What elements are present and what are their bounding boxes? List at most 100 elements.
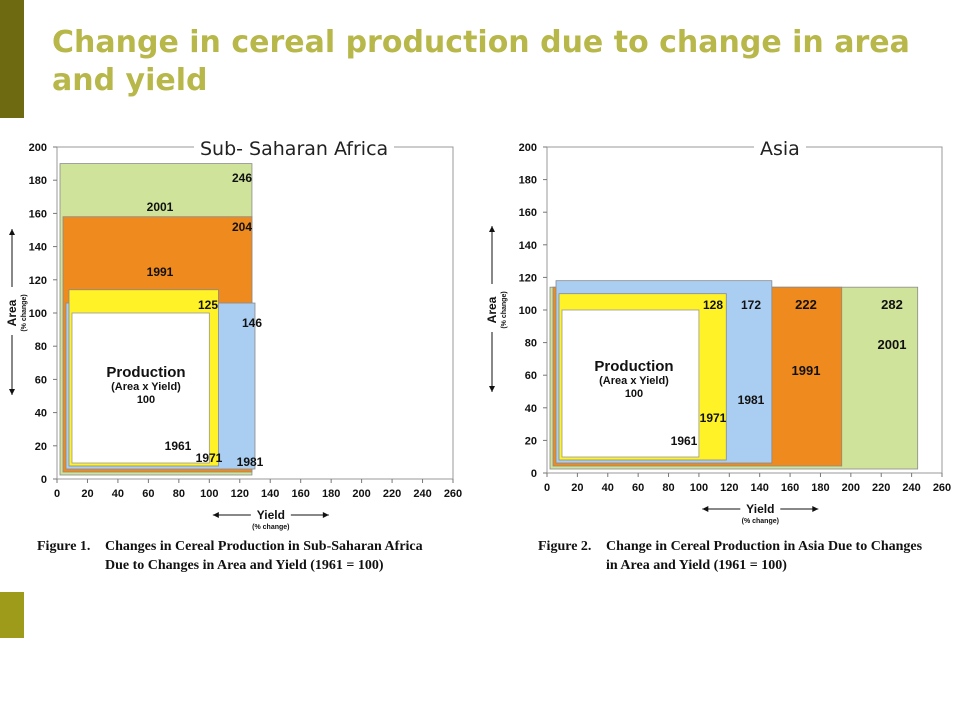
y-arrow-up-head bbox=[489, 226, 495, 232]
x-tick-label: 160 bbox=[781, 482, 799, 494]
chart-asia: 2001 282 1991 222 1981 172 1971 128 1961 Producti… bbox=[485, 142, 951, 525]
x-tick-label: 260 bbox=[444, 488, 462, 500]
y-tick-label: 200 bbox=[519, 142, 537, 154]
production-value-1971: 128 bbox=[703, 298, 723, 312]
caption-number: Figure 2. bbox=[538, 539, 592, 554]
y-tick-label: 180 bbox=[519, 175, 537, 187]
year-label-1981: 1981 bbox=[738, 393, 765, 407]
y-tick-label: 140 bbox=[519, 240, 537, 252]
year-label-1971: 1971 bbox=[700, 411, 727, 425]
production-value-1981: 172 bbox=[741, 298, 761, 312]
y-tick-label: 0 bbox=[41, 474, 47, 486]
y-tick-label: 60 bbox=[525, 370, 537, 382]
x-axis-unit: (% change) bbox=[252, 524, 289, 531]
x-tick-label: 80 bbox=[662, 482, 674, 494]
y-tick-label: 60 bbox=[35, 374, 47, 386]
y-tick-label: 100 bbox=[29, 308, 47, 320]
figure-caption-2: Figure 2. Change in Cereal Production in … bbox=[538, 537, 922, 575]
year-label-1991: 1991 bbox=[792, 363, 821, 378]
figure-caption-1: Figure 1. Changes in Cereal Production in… bbox=[37, 537, 423, 575]
x-tick-label: 180 bbox=[322, 488, 340, 500]
x-axis-label: Yield bbox=[746, 502, 774, 516]
x-tick-label: 240 bbox=[413, 488, 431, 500]
panel-label-sub-saharan-africa: Sub- Saharan Africa bbox=[194, 138, 395, 160]
x-tick-label: 220 bbox=[872, 482, 890, 494]
production-value-1991: 204 bbox=[232, 220, 252, 234]
caption-line-1: Change in Cereal Production in Asia Due … bbox=[606, 539, 923, 554]
y-tick-label: 100 bbox=[519, 305, 537, 317]
production-formula: (Area x Yield) bbox=[111, 381, 181, 393]
x-tick-label: 0 bbox=[54, 488, 60, 500]
y-axis-unit: (% change) bbox=[501, 291, 508, 328]
panel-label-asia: Asia bbox=[754, 138, 806, 160]
production-value-1971: 125 bbox=[198, 298, 218, 312]
x-tick-label: 180 bbox=[811, 482, 829, 494]
x-tick-label: 120 bbox=[231, 488, 249, 500]
y-axis-label: Area bbox=[485, 296, 499, 323]
x-axis-unit: (% change) bbox=[742, 518, 779, 525]
year-label-1971: 1971 bbox=[196, 451, 223, 465]
x-tick-label: 20 bbox=[81, 488, 93, 500]
x-tick-label: 160 bbox=[292, 488, 310, 500]
year-label-1961: 1961 bbox=[165, 439, 192, 453]
x-tick-label: 140 bbox=[751, 482, 769, 494]
x-arrow-right-head bbox=[322, 512, 329, 518]
y-tick-label: 200 bbox=[29, 142, 47, 154]
x-tick-label: 260 bbox=[933, 482, 951, 494]
y-tick-label: 160 bbox=[29, 208, 47, 220]
x-tick-label: 240 bbox=[902, 482, 920, 494]
x-tick-label: 40 bbox=[602, 482, 614, 494]
caption-line-2: in Area and Yield (1961 = 100) bbox=[606, 558, 787, 573]
production-area-1961 bbox=[561, 309, 700, 458]
y-tick-label: 120 bbox=[519, 272, 537, 284]
y-tick-label: 0 bbox=[531, 468, 537, 480]
year-label-1991: 1991 bbox=[147, 265, 174, 279]
x-tick-label: 0 bbox=[544, 482, 550, 494]
x-tick-label: 100 bbox=[200, 488, 218, 500]
x-tick-label: 200 bbox=[842, 482, 860, 494]
slide-title: Change in cereal production due to chang… bbox=[52, 25, 910, 98]
x-tick-label: 20 bbox=[571, 482, 583, 494]
y-tick-label: 80 bbox=[525, 338, 537, 350]
y-axis-unit: (% change) bbox=[21, 294, 28, 331]
y-tick-label: 40 bbox=[35, 408, 47, 420]
production-formula: (Area x Yield) bbox=[599, 375, 669, 387]
y-tick-label: 160 bbox=[519, 207, 537, 219]
year-label-1961: 1961 bbox=[671, 434, 698, 448]
x-tick-label: 140 bbox=[261, 488, 279, 500]
x-arrow-right-head bbox=[812, 506, 819, 512]
year-label-1981: 1981 bbox=[237, 455, 264, 469]
x-arrow-left-head bbox=[212, 512, 219, 518]
y-axis-label: Area bbox=[5, 299, 19, 326]
production-value-2001: 282 bbox=[881, 297, 903, 312]
production-title: Production bbox=[106, 364, 185, 381]
x-tick-label: 200 bbox=[352, 488, 370, 500]
y-tick-label: 120 bbox=[29, 275, 47, 287]
production-value-1991: 222 bbox=[795, 297, 817, 312]
x-tick-label: 60 bbox=[142, 488, 154, 500]
y-tick-label: 180 bbox=[29, 175, 47, 187]
year-label-2001: 2001 bbox=[147, 200, 174, 214]
caption-line-1: Changes in Cereal Production in Sub-Saha… bbox=[105, 539, 423, 554]
production-value-2001: 246 bbox=[232, 171, 252, 185]
year-label-2001: 2001 bbox=[878, 337, 907, 352]
y-arrow-down-head bbox=[489, 386, 495, 392]
production-baseline: 100 bbox=[137, 394, 155, 406]
production-area-1961 bbox=[71, 312, 210, 464]
y-arrow-down-head bbox=[9, 389, 15, 395]
production-baseline: 100 bbox=[625, 388, 643, 400]
production-value-1981: 146 bbox=[242, 316, 262, 330]
caption-line-2: Due to Changes in Area and Yield (1961 =… bbox=[105, 558, 384, 573]
caption-number: Figure 1. bbox=[37, 539, 91, 554]
chart-sub-saharan-africa: 2001 246 1991 204 1981 146 1971 125 1961 Producti… bbox=[5, 142, 462, 531]
y-tick-label: 40 bbox=[525, 403, 537, 415]
y-tick-label: 140 bbox=[29, 242, 47, 254]
y-tick-label: 20 bbox=[35, 441, 47, 453]
y-tick-label: 20 bbox=[525, 435, 537, 447]
accent-bar-bottom bbox=[0, 592, 24, 638]
production-title: Production bbox=[594, 358, 673, 375]
x-arrow-left-head bbox=[702, 506, 709, 512]
x-axis-label: Yield bbox=[257, 508, 285, 522]
y-arrow-up-head bbox=[9, 229, 15, 235]
x-tick-label: 60 bbox=[632, 482, 644, 494]
